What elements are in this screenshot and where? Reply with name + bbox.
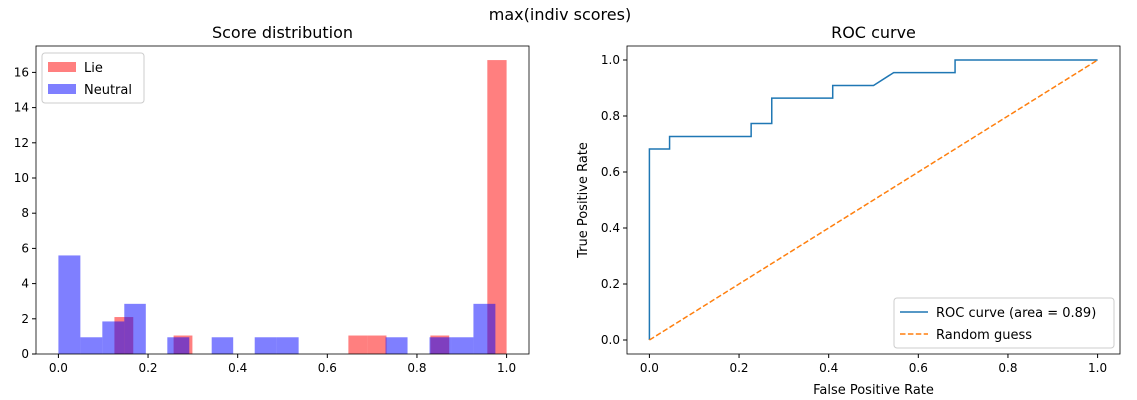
y-tick-label: 1.0 xyxy=(601,53,620,67)
series-line xyxy=(649,59,1098,341)
hist-bar-neutral xyxy=(451,337,474,354)
hist-bar-lie xyxy=(348,335,368,354)
y-tick-label: 16 xyxy=(14,65,29,79)
y-tick-label: 0.8 xyxy=(601,109,620,123)
x-tick-label: 0.8 xyxy=(998,361,1017,375)
subplot-title: Score distribution xyxy=(212,23,353,42)
subplot-0: Score distribution 0.0 0.2 0.4 0.6 0.8 1.0 0 2 4 6… xyxy=(14,23,530,375)
hist-bar-neutral xyxy=(429,337,452,354)
hist-bar-neutral xyxy=(211,337,234,354)
x-tick-label: 1.0 xyxy=(1088,361,1107,375)
y-tick-label: 4 xyxy=(21,277,29,291)
x-tick-label: 0.4 xyxy=(819,361,838,375)
subplot-1: ROC curve 0.0 0.2 0.4 0.6 0.8 1.0 0.0 0.2 0.4 0.6 0… xyxy=(576,23,1121,398)
hist-bar-lie xyxy=(367,335,387,354)
y-tick-label: 0.4 xyxy=(601,221,620,235)
hist-bar-neutral xyxy=(124,303,146,354)
x-tick-label: 0.8 xyxy=(407,361,426,375)
x-tick-label: 0.6 xyxy=(318,361,337,375)
hist-bar-neutral xyxy=(254,337,277,354)
hist-bar-neutral xyxy=(58,255,81,354)
y-tick-label: 6 xyxy=(21,241,29,255)
x-tick-label: 0.2 xyxy=(138,361,157,375)
legend-label: ROC curve (area = 0.89) xyxy=(936,306,1096,321)
hist-bar-neutral xyxy=(276,337,299,354)
y-axis-label: True Positive Rate xyxy=(576,142,591,259)
legend-label: Random guess xyxy=(936,328,1032,343)
series-line xyxy=(648,59,1098,340)
x-tick-label: 1.0 xyxy=(497,361,516,375)
x-tick-label: 0.6 xyxy=(909,361,928,375)
y-tick-label: 0.6 xyxy=(601,165,620,179)
legend-swatch xyxy=(48,84,76,94)
legend-label: Neutral xyxy=(84,83,132,98)
axes-frame xyxy=(626,45,1121,355)
legend: ROC curve (area = 0.89) Random guess xyxy=(893,297,1115,349)
legend-swatch xyxy=(48,62,76,72)
y-tick-label: 14 xyxy=(14,101,29,115)
y-tick-label: 0.2 xyxy=(601,277,620,291)
x-tick-label: 0.2 xyxy=(729,361,748,375)
x-axis-label: False Positive Rate xyxy=(813,383,934,398)
legend: Lie Neutral xyxy=(41,52,145,104)
y-tick-label: 10 xyxy=(14,171,29,185)
hist-bar-neutral xyxy=(102,321,125,354)
legend-label: Lie xyxy=(84,61,103,76)
x-tick-label: 0.0 xyxy=(640,361,659,375)
axes-frame xyxy=(35,45,530,355)
y-tick-label: 8 xyxy=(21,206,29,220)
x-tick-label: 0.0 xyxy=(49,361,68,375)
y-tick-label: 12 xyxy=(14,136,29,150)
x-tick-label: 0.4 xyxy=(228,361,247,375)
y-tick-label: 0 xyxy=(21,347,29,361)
hist-bar-lie xyxy=(487,60,507,355)
subplot-title: ROC curve xyxy=(831,23,916,42)
hist-bar-neutral xyxy=(167,337,190,354)
hist-bar-neutral xyxy=(80,337,103,354)
hist-bar-neutral xyxy=(385,337,408,354)
figure-title: max(indiv scores) xyxy=(489,5,631,24)
y-tick-label: 0.0 xyxy=(601,333,620,347)
y-tick-label: 2 xyxy=(21,312,29,326)
hist-bar-neutral xyxy=(473,303,496,354)
